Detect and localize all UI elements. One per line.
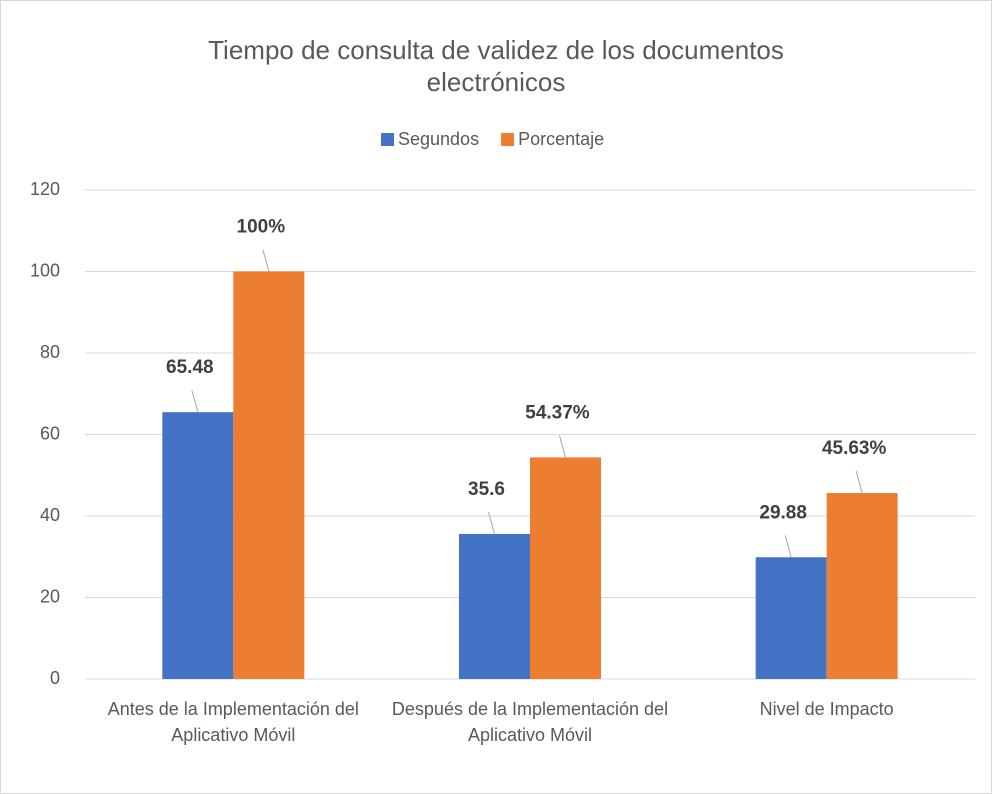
y-tick-label: 20 [40, 586, 60, 606]
x-tick-label: Nivel de Impacto [759, 699, 894, 719]
bar [755, 557, 827, 679]
y-tick-label: 80 [40, 342, 60, 362]
legend-swatch [501, 133, 515, 146]
bar [826, 493, 898, 679]
chart-title: Tiempo de consulta de validez de los doc… [208, 35, 784, 97]
data-label: 100% [237, 217, 286, 238]
legend-label: Porcentaje [518, 129, 604, 149]
y-tick-label: 100 [30, 260, 60, 280]
bar [530, 457, 601, 679]
data-label: 29.88 [759, 502, 807, 523]
bar [162, 412, 234, 679]
y-tick-label: 120 [30, 179, 60, 199]
leader-line [262, 249, 270, 272]
data-label: 35.6 [468, 479, 505, 500]
legend-swatch [381, 133, 394, 146]
x-tick-label: Después de la Implementación del Aplicat… [391, 699, 669, 745]
leader-line [191, 390, 199, 413]
data-label: 45.63% [822, 438, 887, 459]
data-label: 54.37% [525, 402, 590, 423]
leader-line [559, 435, 566, 458]
leader-line [488, 511, 495, 535]
y-tick-label: 60 [40, 423, 60, 443]
bar [233, 271, 305, 679]
bar [459, 533, 530, 679]
data-label: 65.48 [166, 357, 214, 378]
legend-label: Segundos [398, 129, 479, 149]
leader-line [784, 535, 792, 558]
y-tick-label: 0 [50, 668, 60, 688]
y-tick-label: 40 [40, 505, 60, 525]
leader-line [855, 470, 863, 494]
x-tick-label: Antes de la Implementación del Aplicativ… [107, 699, 359, 745]
